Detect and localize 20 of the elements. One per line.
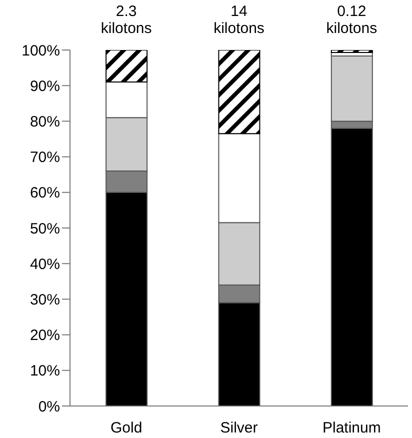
y-tick-label: 0% [38, 398, 60, 416]
x-tick-label: Gold [110, 420, 142, 437]
y-tick-label: 60% [30, 184, 60, 202]
y-tick-label: 90% [30, 78, 60, 95]
y-tick-label: 20% [30, 327, 60, 344]
y-tick-label: 80% [30, 114, 60, 131]
y-tick-label: 30% [30, 292, 60, 309]
bar [330, 50, 373, 53]
x-tick-label: Platinum [322, 420, 381, 437]
y-tick-label: 100% [22, 42, 60, 60]
y-tick-label: 40% [30, 256, 60, 273]
bar [218, 50, 260, 134]
y-tick-label: 70% [30, 149, 60, 166]
x-tick-label: Silver [220, 420, 258, 437]
y-tick-label: 10% [30, 362, 60, 380]
y-tick-label: 50% [30, 220, 60, 238]
annotation: 2.3 kilotons [100, 3, 152, 37]
bar [106, 50, 148, 83]
annotation: 14 kilotons [214, 3, 264, 37]
annotation: 0.12 kilotons [326, 3, 378, 37]
